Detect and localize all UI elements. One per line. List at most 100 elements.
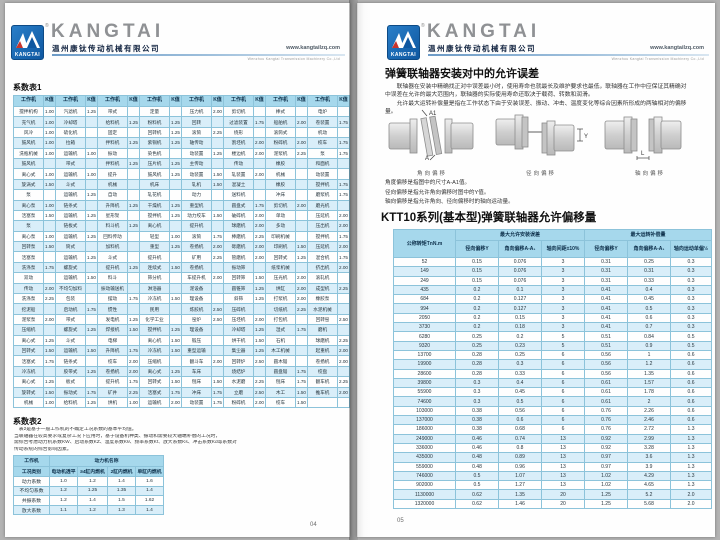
- brand-logo: KANGTAI: [387, 25, 420, 60]
- table-row: 994 0.2 0.127 3 0.41 0.5 0.3: [393, 303, 713, 314]
- header-cell: K值: [211, 95, 224, 107]
- header-cell: 工作机: [223, 95, 254, 107]
- header-cell: 角向偏移A-A₁: [498, 240, 542, 258]
- offset-notes: 角度偏移是指图中的尺寸A-A1值。 径向偏移是指允许角向偏移时图中的Y值。 轴向…: [385, 179, 514, 208]
- table-row: 鼓风机 带式 拌料机 1.25 压片机 1.25 主传动 传动 橡胶 和面机: [13, 157, 350, 170]
- header-cell: ≥4缸内燃机: [77, 465, 108, 477]
- table-row: 共振系数 1.2 1.4 1.5 1.62: [13, 495, 164, 506]
- header-cell: 最大允许安装误差: [455, 229, 585, 241]
- table-row: 双动 运输机 1.50 料斗 筛分机 车提升机 2.00 回转筛 1.50 压光机 2.00 滚轧机: [13, 272, 350, 284]
- table-row: 充气机 1.00 冷却塔 给料机 1.25 粉料机 1.25 回转 过滤装置 1.75 船舶机 2.0…: [13, 116, 350, 128]
- table-row: 离心泵 1.00 运输机 1.25 回料传动 轻型 1.00 滚筒 1.75 棒磨机 2.25 印刷机…: [13, 230, 350, 243]
- website-link[interactable]: www.kangtailzq.com: [650, 45, 704, 51]
- header-cell: 工作机: [265, 95, 296, 107]
- page-number-right: 05: [397, 518, 404, 524]
- table-row: 离心泵 1.00 链条式 升降机 1.25 干燥机 1.25 重型机 圆盘式 1.75 剪切机 2.0…: [13, 199, 350, 211]
- table-row: 137000 0.38 0.6 6 0.76 2.46 0.6: [393, 415, 713, 426]
- table-row: 746000 0.5 1.07 13 1.02 4.29 1.3: [393, 470, 713, 482]
- company-name: 温州康钛传动机械有限公司: [428, 44, 536, 53]
- table-row: 传动 2.00 不均匀加料 振动输送机 淋浴器 泥设备 圆锥筛 1.25 烘缸 2.00 成型机 2.…: [13, 282, 350, 295]
- table-row: 洗瓶机械 1.00 运输机 1.00 振动 染色机 动装置 1.25 楼边机 2.00 泥浆机 2.2…: [13, 147, 350, 159]
- header-divider: [428, 54, 709, 56]
- table-row: 离心式 1.25 板式 提升机 1.75 回转式 1.50 刨床 1.50 水泥磨 2.25 刨床 1.…: [13, 376, 350, 388]
- table-row: 冷冻机 胶带式 1.25 卷扬机 2.00 离心式 1.25 车床 烧结炉 圆盘锯 1.75 绞盘: [13, 365, 350, 378]
- page-title: 弹簧联轴器安装对中的允许误差: [385, 68, 539, 80]
- header-cell: 工作机: [97, 95, 128, 107]
- table-row: 39800 0.3 0.4 6 0.61 1.57 0.6: [393, 377, 713, 389]
- table-row: 3730 0.2 0.18 3 0.41 0.7 0.3: [393, 322, 713, 333]
- header-divider: [52, 54, 345, 56]
- header-cell: 电动机透平: [49, 465, 78, 477]
- header-cell: K值: [169, 95, 182, 107]
- company-name: 温州康钛传动机械有限公司: [52, 44, 160, 53]
- table-row: 旋涡式 1.50 斗式 机械 机床 轧机 1.50 混凝土 橡胶 搅拌机 1.75: [13, 178, 350, 191]
- table-row: 离心式 1.25 斗式 电梯 离心机 1.50 锻压 烘干机 1.50 石机 球磨机 2.25: [13, 334, 350, 347]
- note-line: 需综合考虑动力机系数KW、启动系数KZ、温度系数Kθ、频率系数Kf、放大系数Ks…: [14, 440, 237, 446]
- table-row: 活塞式 1.75 链条式 绞车 2.00 压缩机 翻斗车 2.00 回转炉 2.50 圆木锯 卷扬机 2…: [13, 355, 350, 367]
- table-row: 风冷 1.00 硫化机 固定 回转机 1.25 滚筒 2.25 绕形 滚筒式 机动: [13, 126, 350, 139]
- header-cell: K值: [85, 95, 98, 107]
- table-row: 1320000 0.62 1.46 20 1.25 5.68 2.0: [393, 498, 713, 510]
- table-row: 435 0.2 0.1 3 0.41 0.4 0.3: [393, 284, 713, 296]
- table-row: 28600 0.28 0.33 6 0.56 1.35 0.6: [393, 368, 713, 379]
- note-line: 表2是基于一般工作机的不确定工况系数的基本平均值。: [18, 427, 137, 432]
- table-row: 55900 0.3 0.45 6 0.61 1.78 0.6: [393, 387, 713, 398]
- page-header: KANGTAI ® KANGTAI 温州康钛传动机械有限公司 www.kangt…: [357, 21, 715, 65]
- table-row: 活塞泵 1.50 运输机 1.25 星形架 搅拌机 1.25 动力绞车 1.50 破碎机 2.00 单…: [13, 209, 350, 222]
- header-cell: K值: [295, 95, 308, 107]
- table-row: 52 0.15 0.076 3 0.31 0.25 0.3: [393, 256, 713, 268]
- header-cell: 工作机: [13, 95, 44, 107]
- table-row: 泥浆泵 2.00 带式 发电机 1.25 化学工业 窑炉 2.50 压坯机 2.00 打包机 回转窑 2…: [13, 313, 350, 326]
- table-row: 435000 0.48 0.89 13 0.97 3.6 1.3: [393, 452, 713, 463]
- diagram-caption: 角向偏移: [416, 171, 447, 177]
- table-row: 559000 0.48 0.96 13 0.97 3.9 1.3: [393, 461, 713, 472]
- table-header-row: 工作机 动力机名称: [13, 455, 164, 467]
- ktt-table-title: KTT10系列(基本型)弹簧联轴器允许偏移量: [381, 212, 597, 224]
- radial-misalignment-icon: Y: [495, 114, 588, 156]
- header-cell: 径向偏移Y: [455, 240, 499, 258]
- note-line: 当联轴器在较高要求或复杂工况下应用时，基于设备机种类、振动和需要较大轴端补偿的工…: [14, 433, 221, 439]
- svg-text:A1: A1: [429, 111, 437, 117]
- page-left: KANGTAI ® KANGTAI 温州康钛传动机械有限公司 www.kangt…: [5, 3, 350, 537]
- table-row: 249000 0.46 0.74 13 0.92 2.99 1.3: [393, 433, 713, 444]
- diagram-caption: 径向偏移: [525, 171, 556, 177]
- note-line: 轴向偏移是指允许角向、径向偏移时的轴向运动量。: [385, 199, 514, 205]
- website-link[interactable]: www.kangtailzq.com: [286, 45, 340, 51]
- table-row: 活塞泵 运输机 1.25 斗式 提升机 矿用 2.25 管磨机 2.00 回转式 1.25 混合机 1.…: [13, 251, 350, 263]
- header-cell: 工作机: [55, 95, 86, 107]
- table-row: 泵运输机 1.25 自动 轧花机 动力 送料机 冲床 磨浆机 1.75: [13, 189, 350, 201]
- brand-wordmark: KANGTAI: [427, 21, 541, 42]
- table-row: 902000 0.5 1.27 13 1.02 4.65 1.3: [393, 480, 713, 491]
- table-row: 洗涤泵 2.25 包装 摆动 1.75 冷冻机 1.50 理设备 斜筛 1.25 打浆机 2.00 橡胶…: [13, 293, 350, 305]
- page-right: KANGTAI ® KANGTAI 温州康钛传动机械有限公司 www.kangt…: [357, 3, 715, 537]
- table-row: 鼓风机 1.00 拉箱 拌料机 1.25 紫铜机 1.25 轴传动 割坯机 2.00 粉碎机 2.00…: [13, 137, 350, 149]
- header-cell: 径向偏移Y: [584, 240, 628, 258]
- table-row: 挖泥船 启动机 1.75 惯性 民用 炼胶机 2.50 压碎机 切纸机 2.25 水泥机械: [13, 303, 350, 315]
- brand-wordmark: KANGTAI: [51, 21, 165, 42]
- registered-mark: ®: [421, 23, 425, 29]
- brand-logo: KANGTAI: [11, 25, 44, 60]
- company-tagline: Wenzhou Kangtai Transmission Machinery C…: [247, 57, 340, 61]
- diagram-caption: 轴向偏移: [634, 171, 665, 177]
- table-header-row: 工作机 K值 工作机 K值 工作机 K值 工作机 K值 工作机 K值 工作机 K值 工作机 K值 工作机 K值: [13, 95, 350, 107]
- note-line: 角度偏移是指图中的尺寸A-A1值。: [385, 180, 471, 186]
- table-row: 动力系数 1.0 1.2 1.4 1.6: [13, 476, 164, 487]
- table-row: 74600 0.3 0.5 6 0.61 2 0.6: [393, 396, 713, 407]
- note-line: 传动系统的综合影响因素。: [14, 446, 72, 452]
- compensation-paragraph: 允许最大运转补偿量是指在工作状态下由于安装误差、振动、冲击、温度变化等综合因素所…: [385, 101, 687, 115]
- table-row: 回转式 1.50 运输机 1.50 升降机 1.75 冷冻机 1.50 重型运输 集尘器 1.25 木…: [13, 344, 350, 357]
- coupling-diagram-axial: L 轴向偏移: [601, 109, 699, 177]
- header-cell: 2缸内燃机: [107, 465, 136, 477]
- header-cell: K值: [127, 95, 140, 107]
- svg-text:KANGTAI: KANGTAI: [15, 52, 40, 58]
- svg-text:A: A: [425, 156, 429, 161]
- angular-misalignment-icon: A1 A: [388, 109, 474, 162]
- intro-paragraph: 联轴器在安装中精确找正对中误差最小时，使用寿命也就最长及维护要求也最低，联轴器在…: [385, 84, 687, 98]
- table2-title: 系数表2: [13, 417, 42, 426]
- table-row: 13700 0.28 0.25 6 0.56 1 0.6: [393, 349, 713, 361]
- table-row: 6280 0.25 0.2 5 0.51 0.84 0.5: [393, 331, 713, 342]
- svg-text:L: L: [641, 151, 645, 157]
- table-row: 336000 0.46 0.8 13 0.92 3.28 1.3: [393, 442, 713, 454]
- header-cell: 工作机: [13, 455, 50, 467]
- header-cell: 工作机: [139, 95, 170, 107]
